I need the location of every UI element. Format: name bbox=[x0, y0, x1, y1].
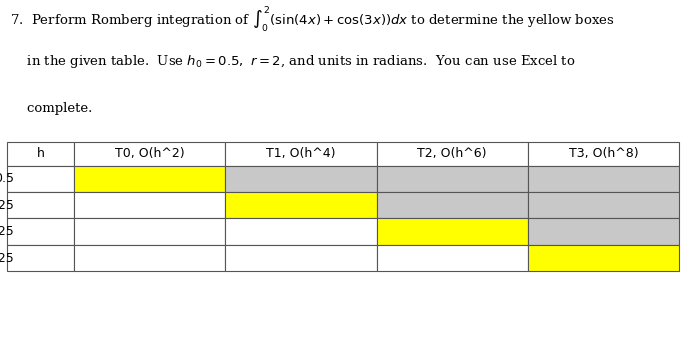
Bar bbox=[528, 142, 679, 166]
Bar bbox=[225, 142, 377, 166]
Text: 0.25: 0.25 bbox=[0, 199, 14, 212]
Text: in the given table.  Use $h_0 = 0.5,\ r = 2$, and units in radians.  You can use: in the given table. Use $h_0 = 0.5,\ r =… bbox=[10, 53, 576, 70]
Bar bbox=[74, 218, 225, 245]
Bar bbox=[225, 218, 377, 245]
Text: T1, O(h^4): T1, O(h^4) bbox=[266, 147, 336, 160]
Text: 0.125: 0.125 bbox=[0, 225, 14, 238]
Bar bbox=[225, 166, 377, 192]
Bar bbox=[377, 192, 528, 218]
Bar bbox=[7, 192, 74, 218]
Bar bbox=[74, 166, 225, 192]
Text: T3, O(h^8): T3, O(h^8) bbox=[568, 147, 638, 160]
Text: 0.5: 0.5 bbox=[0, 173, 14, 186]
Bar bbox=[377, 166, 528, 192]
Text: h: h bbox=[36, 147, 45, 160]
Bar bbox=[7, 245, 74, 271]
Bar bbox=[74, 142, 225, 166]
Bar bbox=[74, 245, 225, 271]
Bar bbox=[528, 166, 679, 192]
Text: 7.  Perform Romberg integration of $\int_0^2(\sin(4x) + \cos(3x))dx$ to determin: 7. Perform Romberg integration of $\int_… bbox=[10, 4, 615, 34]
Bar bbox=[225, 192, 377, 218]
Text: T2, O(h^6): T2, O(h^6) bbox=[417, 147, 487, 160]
Bar bbox=[7, 166, 74, 192]
Bar bbox=[528, 218, 679, 245]
Bar bbox=[7, 142, 74, 166]
Bar bbox=[377, 245, 528, 271]
Bar bbox=[377, 142, 528, 166]
Text: T0, O(h^2): T0, O(h^2) bbox=[115, 147, 185, 160]
Bar bbox=[377, 218, 528, 245]
Bar bbox=[7, 218, 74, 245]
Bar bbox=[528, 192, 679, 218]
Text: 0.0625: 0.0625 bbox=[0, 252, 14, 265]
Bar bbox=[528, 245, 679, 271]
Text: complete.: complete. bbox=[10, 102, 93, 115]
Bar bbox=[74, 192, 225, 218]
Bar bbox=[225, 245, 377, 271]
